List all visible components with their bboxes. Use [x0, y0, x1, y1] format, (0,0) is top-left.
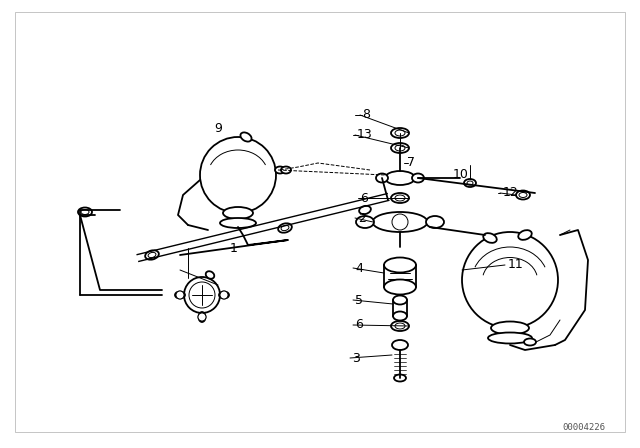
Ellipse shape	[198, 312, 205, 322]
Ellipse shape	[491, 322, 529, 335]
Circle shape	[392, 214, 408, 230]
Ellipse shape	[145, 250, 159, 260]
Ellipse shape	[391, 143, 409, 153]
Ellipse shape	[278, 223, 292, 233]
Circle shape	[220, 291, 228, 299]
Ellipse shape	[464, 179, 476, 187]
Ellipse shape	[426, 216, 444, 228]
Ellipse shape	[78, 207, 92, 216]
Ellipse shape	[394, 375, 406, 382]
Text: 5: 5	[355, 293, 363, 306]
Text: 6: 6	[360, 191, 368, 204]
Ellipse shape	[467, 181, 473, 185]
Ellipse shape	[395, 145, 405, 151]
Circle shape	[462, 232, 558, 328]
Ellipse shape	[483, 233, 497, 243]
Ellipse shape	[395, 130, 405, 136]
Ellipse shape	[395, 195, 405, 201]
Text: 6: 6	[355, 319, 363, 332]
Ellipse shape	[81, 210, 89, 215]
Ellipse shape	[392, 340, 408, 350]
Circle shape	[176, 291, 184, 299]
Circle shape	[189, 282, 215, 308]
Ellipse shape	[385, 171, 415, 185]
Ellipse shape	[372, 212, 428, 232]
Text: 1: 1	[230, 241, 238, 254]
Ellipse shape	[281, 225, 289, 231]
Ellipse shape	[241, 133, 252, 142]
Circle shape	[198, 313, 206, 321]
Ellipse shape	[220, 218, 256, 228]
Text: 11: 11	[508, 258, 524, 271]
Ellipse shape	[516, 190, 530, 199]
Text: 12: 12	[503, 186, 519, 199]
Ellipse shape	[384, 258, 416, 272]
Ellipse shape	[205, 271, 214, 279]
Text: 2: 2	[358, 211, 366, 224]
Ellipse shape	[518, 230, 532, 240]
Ellipse shape	[395, 323, 405, 329]
Ellipse shape	[393, 311, 407, 320]
Ellipse shape	[412, 173, 424, 182]
Ellipse shape	[376, 173, 388, 182]
Ellipse shape	[391, 321, 409, 331]
Circle shape	[184, 277, 220, 313]
Ellipse shape	[524, 339, 536, 345]
Text: 8: 8	[362, 108, 370, 121]
Circle shape	[200, 137, 276, 213]
Ellipse shape	[275, 167, 285, 173]
Ellipse shape	[219, 292, 229, 298]
Text: 10: 10	[453, 168, 469, 181]
Ellipse shape	[223, 207, 253, 219]
Ellipse shape	[281, 167, 291, 173]
Text: 13: 13	[357, 129, 372, 142]
Text: 7: 7	[407, 156, 415, 169]
Text: 3: 3	[352, 352, 360, 365]
Ellipse shape	[384, 280, 416, 294]
Ellipse shape	[391, 128, 409, 138]
Ellipse shape	[488, 332, 532, 344]
Text: 9: 9	[214, 121, 222, 134]
Ellipse shape	[356, 216, 374, 228]
Ellipse shape	[391, 193, 409, 203]
Text: 00004226: 00004226	[562, 423, 605, 432]
Ellipse shape	[148, 252, 156, 258]
Ellipse shape	[359, 206, 371, 214]
Ellipse shape	[393, 296, 407, 305]
Ellipse shape	[519, 193, 527, 198]
Text: 4: 4	[355, 262, 363, 275]
Ellipse shape	[175, 292, 185, 298]
